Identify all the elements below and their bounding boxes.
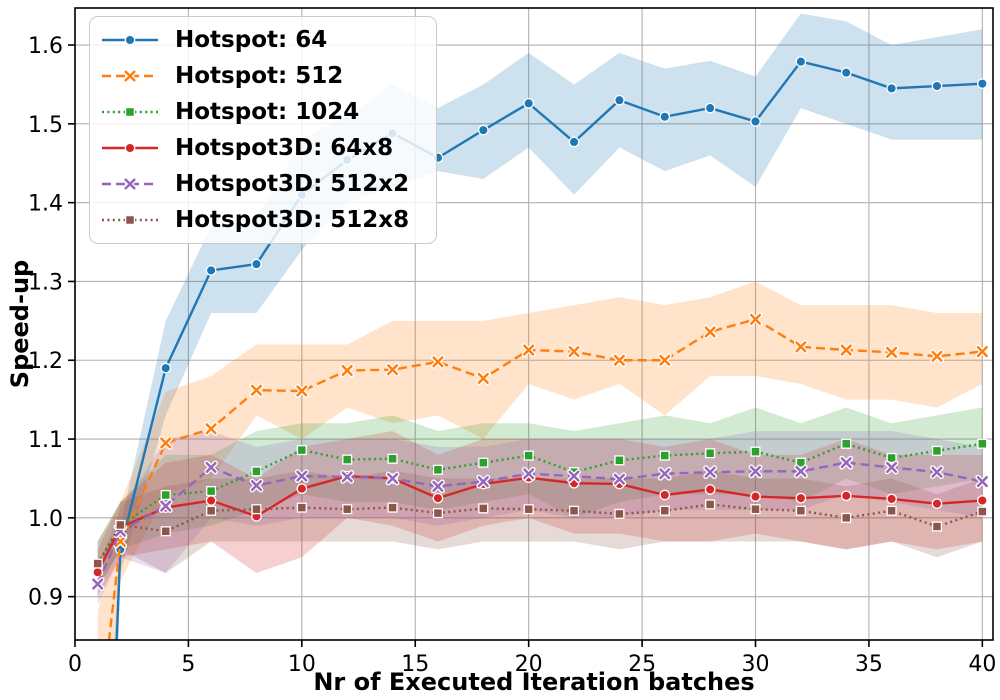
series-hotspot-512 (107, 312, 990, 640)
legend-item-hotspot3d-512x2: Hotspot3D: 512x2 (90, 166, 436, 202)
y-axis-label: Speed-up (6, 259, 34, 389)
legend-line-sample (102, 34, 158, 46)
legend-label: Hotspot: 64 (175, 27, 328, 53)
x-tick-label: 40 (968, 652, 996, 677)
band-hotspot-512 (97, 281, 983, 640)
legend-item-hotspot-512: Hotspot: 512 (90, 58, 436, 94)
y-tick-label: 1.3 (28, 270, 63, 295)
legend-label: Hotspot3D: 512x2 (175, 171, 410, 197)
x-tick-label: 5 (181, 652, 195, 677)
legend-line-sample (102, 106, 158, 118)
legend-line-sample (102, 177, 158, 191)
legend-line-sample (102, 214, 158, 226)
legend-label: Hotspot: 512 (175, 63, 344, 89)
x-tick-label: 0 (68, 652, 82, 677)
x-tick-label: 20 (515, 652, 543, 677)
y-tick-label: 1.4 (28, 192, 63, 217)
x-tick-label: 35 (855, 652, 883, 677)
band-hotspot3d-64x8 (97, 431, 983, 597)
y-tick-label: 1.5 (28, 113, 63, 138)
y-tick-label: 1.1 (28, 428, 63, 453)
axes-ticks: 0 5 10 15 20 25 30 35 40 0.9 1.0 1.1 1.2 1.3 1.4 1.5 1.6 (28, 34, 996, 677)
legend-line-sample (102, 142, 158, 154)
y-tick-label: 1.2 (28, 349, 63, 374)
y-tick-label: 0.9 (28, 586, 63, 611)
legend-item-hotspot-1024: Hotspot: 1024 (90, 94, 436, 130)
plot-border (74, 7, 994, 641)
x-tick-label: 30 (742, 652, 770, 677)
legend: Hotspot: 64 Hotspot: 512 Hotspot: 1024 H… (89, 16, 437, 244)
legend-label: Hotspot: 1024 (175, 99, 360, 125)
x-tick-label: 15 (401, 652, 429, 677)
band-hotspot3d-512x8 (97, 470, 983, 589)
x-axis-label: Nr of Executed Iteration batches (313, 668, 755, 696)
series-hotspot3d-512x2 (90, 455, 990, 591)
series-hotspot-1024 (92, 438, 988, 571)
y-tick-label: 1.6 (28, 34, 63, 59)
grid (74, 8, 993, 640)
series-hotspot3d-512x8 (92, 499, 988, 569)
legend-item-hotspot3d-512x8: Hotspot3D: 512x8 (90, 202, 436, 238)
legend-item-hotspot-64: Hotspot: 64 (90, 22, 436, 58)
series-hotspot3d-64x8 (92, 470, 988, 578)
legend-item-hotspot3d-64x8: Hotspot3D: 64x8 (90, 130, 436, 166)
x-tick-label: 10 (288, 652, 316, 677)
x-tick-label: 25 (628, 652, 656, 677)
legend-label: Hotspot3D: 512x8 (175, 207, 410, 233)
legend-line-sample (102, 69, 158, 83)
y-tick-label: 1.0 (28, 507, 63, 532)
legend-label: Hotspot3D: 64x8 (175, 135, 394, 161)
